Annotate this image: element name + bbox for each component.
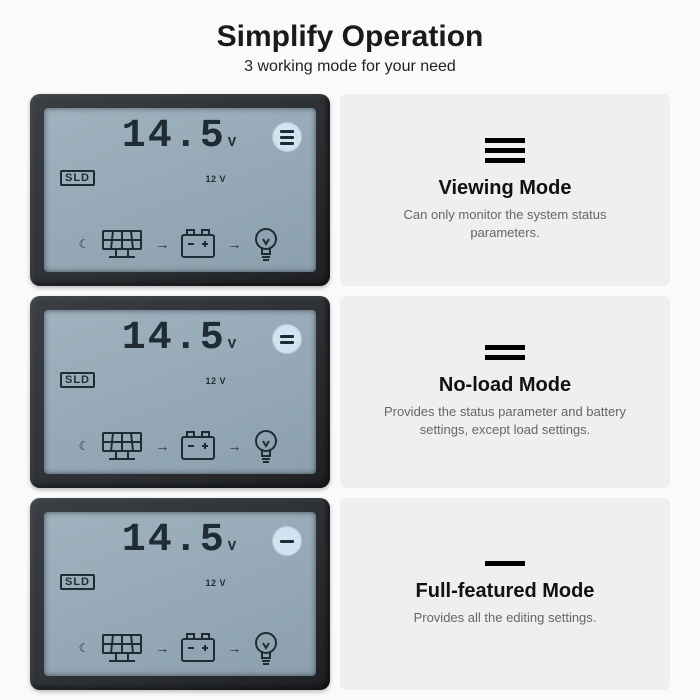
battery-voltage-label: 12 V [205, 376, 226, 386]
icon-bar [485, 561, 525, 566]
bulb-icon [251, 630, 281, 666]
lcd-device: 14.5V SLD 12 V ☾ → → [30, 296, 330, 488]
moon-icon: ☾ [79, 237, 90, 251]
arrow-icon: → [227, 640, 241, 656]
mode-description-card: No-load Mode Provides the status paramete… [340, 296, 670, 488]
page: Simplify Operation 3 working mode for yo… [0, 0, 700, 700]
arrow-icon: → [227, 438, 241, 454]
mode-rows: 14.5VSLD12 V☾ → → Viewing ModeCan only m… [30, 94, 670, 690]
mode-bars-icon [485, 561, 525, 566]
mode-description: Provides the status parameter and batter… [368, 403, 642, 438]
mode-bars-icon [485, 138, 525, 163]
icon-bar [485, 355, 525, 360]
mode-row-full: 14.5V SLD 12 V ☾ → → Full-featured Mode Prov… [30, 498, 670, 690]
page-subtitle: 3 working mode for your need [30, 58, 670, 76]
lcd-screen-cell: 14.5V SLD 12 V ☾ → → [30, 498, 330, 690]
lcd-display: 14.5V SLD 12 V ☾ → → [44, 108, 316, 272]
moon-icon: ☾ [79, 439, 90, 453]
mode-title: No-load Mode [439, 374, 571, 397]
voltage-value: 14.5 [122, 114, 226, 159]
sld-badge: SLD [60, 372, 95, 388]
mode-row-noload: 14.5V SLD 12 V ☾ → → No-load Mode Provides t… [30, 296, 670, 488]
icon-bar [485, 158, 525, 163]
icon-bar [485, 138, 525, 143]
mode-row-viewing: 14.5V SLD 12 V ☾ → → Viewing Mode Can only m… [30, 94, 670, 286]
arrow-icon: → [155, 438, 169, 454]
lcd-screen-cell: 14.5V SLD 12 V ☾ → → [30, 296, 330, 488]
indicator-bar [280, 341, 294, 344]
mode-title: Full-featured Mode [416, 580, 595, 603]
bulb-icon [251, 428, 281, 464]
sld-badge: SLD [60, 574, 95, 590]
battery-icon [179, 631, 217, 665]
battery-icon [179, 429, 217, 463]
indicator-bar [280, 142, 294, 145]
voltage-unit: V [228, 337, 238, 353]
voltage-value: 14.5 [122, 518, 226, 563]
voltage-value: 14.5 [122, 316, 226, 361]
mode-description: Can only monitor the system status param… [368, 206, 642, 241]
indicator-bar [280, 540, 294, 543]
mode-bars-icon [485, 345, 525, 360]
moon-icon: ☾ [79, 641, 90, 655]
solar-panel-icon [99, 631, 145, 665]
voltage-unit: V [228, 539, 238, 555]
lcd-device: 14.5V SLD 12 V ☾ → → [30, 498, 330, 690]
icon-bar [485, 148, 525, 153]
mode-indicator-button[interactable] [272, 324, 302, 354]
lcd-icon-row: ☾ → → [44, 226, 316, 262]
indicator-bar [280, 335, 294, 338]
mode-title: Viewing Mode [439, 177, 572, 200]
battery-voltage-label: 12 V [205, 174, 226, 184]
lcd-display: 14.5V SLD 12 V ☾ → → [44, 512, 316, 676]
lcd-screen-cell: 14.5V SLD 12 V ☾ → → [30, 94, 330, 286]
sld-badge: SLD [60, 170, 95, 186]
voltage-unit: V [228, 135, 238, 151]
mode-indicator-button[interactable] [272, 526, 302, 556]
mode-description: Provides all the editing settings. [414, 609, 597, 627]
lcd-display: 14.5V SLD 12 V ☾ → → [44, 310, 316, 474]
arrow-icon: → [227, 236, 241, 252]
battery-voltage-label: 12 V [205, 578, 226, 588]
lcd-icon-row: ☾ → → [44, 630, 316, 666]
indicator-bar [280, 130, 294, 133]
bulb-icon [251, 226, 281, 262]
battery-icon [179, 227, 217, 261]
mode-indicator-button[interactable] [272, 122, 302, 152]
solar-panel-icon [99, 227, 145, 261]
lcd-device: 14.5V SLD 12 V ☾ → → [30, 94, 330, 286]
indicator-bar [280, 136, 294, 139]
icon-bar [485, 345, 525, 350]
lcd-icon-row: ☾ → → [44, 428, 316, 464]
arrow-icon: → [155, 236, 169, 252]
page-title: Simplify Operation [30, 20, 670, 54]
solar-panel-icon [99, 429, 145, 463]
mode-description-card: Viewing Mode Can only monitor the system … [340, 94, 670, 286]
mode-description-card: Full-featured Mode Provides all the editi… [340, 498, 670, 690]
arrow-icon: → [155, 640, 169, 656]
